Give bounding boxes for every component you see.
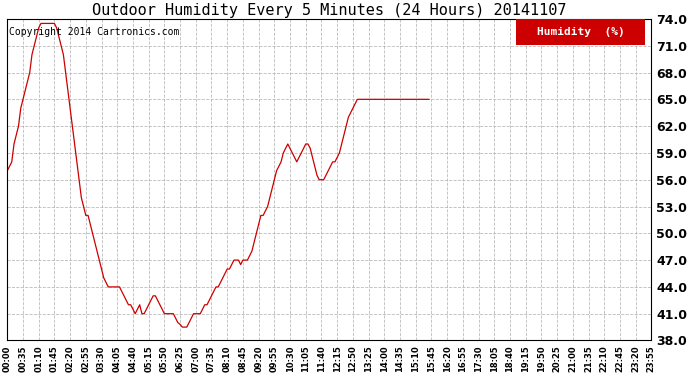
Title: Outdoor Humidity Every 5 Minutes (24 Hours) 20141107: Outdoor Humidity Every 5 Minutes (24 Hou…: [92, 3, 566, 18]
Text: Copyright 2014 Cartronics.com: Copyright 2014 Cartronics.com: [9, 27, 179, 37]
